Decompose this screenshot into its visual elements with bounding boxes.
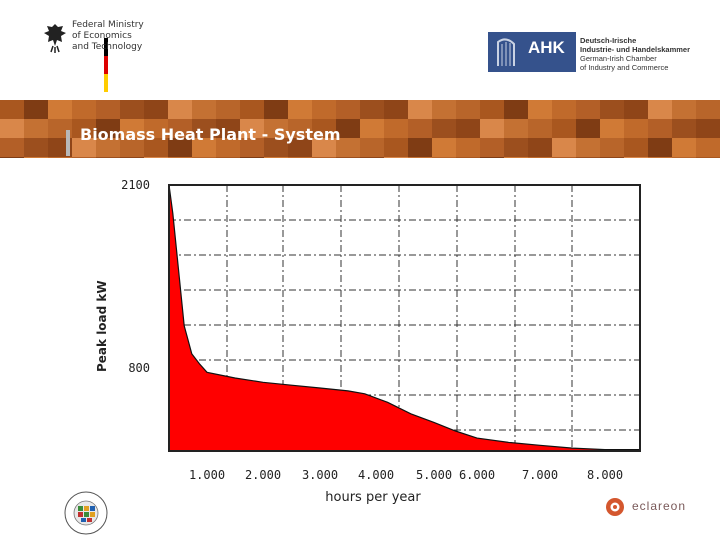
y-tick-label: 2100 [121,178,150,192]
y-tick-labels: 2100 800 [121,178,150,375]
x-tick-label: 3.000 [302,468,338,482]
german-flag-icon [104,38,108,92]
ministry-line-1: Federal Ministry [72,20,144,30]
y-axis-label: Peak load kW [95,280,109,372]
x-tick-label: 1.000 [189,468,225,482]
y-tick-label: 800 [128,361,150,375]
renewables-logo [64,491,108,535]
x-tick-label: 2.000 [245,468,281,482]
eclareon-logo: eclareon [604,496,694,518]
title-banner [0,100,720,158]
title-accent-bar [66,130,70,156]
ahk-logo: AHK [488,32,576,72]
ministry-name: Federal Ministry of Economics and Techno… [72,20,150,53]
ministry-logo: Federal Ministry of Economics and Techno… [40,18,150,92]
ahk-line-1: Deutsch-Irische [580,36,637,45]
eclareon-swirl-icon [606,498,624,516]
x-tick-label: 7.000 [522,468,558,482]
harp-icon [497,38,515,66]
ministry-line-3: and Technology [72,42,143,52]
x-axis-label: hours per year [325,490,421,505]
slide-title: Biomass Heat Plant - System [80,125,341,144]
eclareon-label: eclareon [632,499,687,513]
x-tick-labels: 1.000 2.000 3.000 4.000 5.000 6.000 7.000 8.000 [189,468,623,482]
plot-frame [168,184,641,452]
ahk-label: AHK [528,38,565,57]
ahk-line-4: of Industry and Commerce [580,63,669,72]
ministry-line-2: of Economics [72,31,132,41]
x-tick-label: 8.000 [587,468,623,482]
ahk-chamber-name: Deutsch-Irische Industrie- und Handelska… [580,36,715,72]
x-tick-label: 6.000 [459,468,495,482]
eagle-icon [44,24,66,53]
x-tick-label: 5.000 [416,468,452,482]
ahk-line-3: German-Irish Chamber [580,54,657,63]
x-tick-label: 4.000 [358,468,394,482]
peak-load-area [168,184,641,452]
ahk-line-2: Industrie- und Handelskammer [580,45,691,54]
